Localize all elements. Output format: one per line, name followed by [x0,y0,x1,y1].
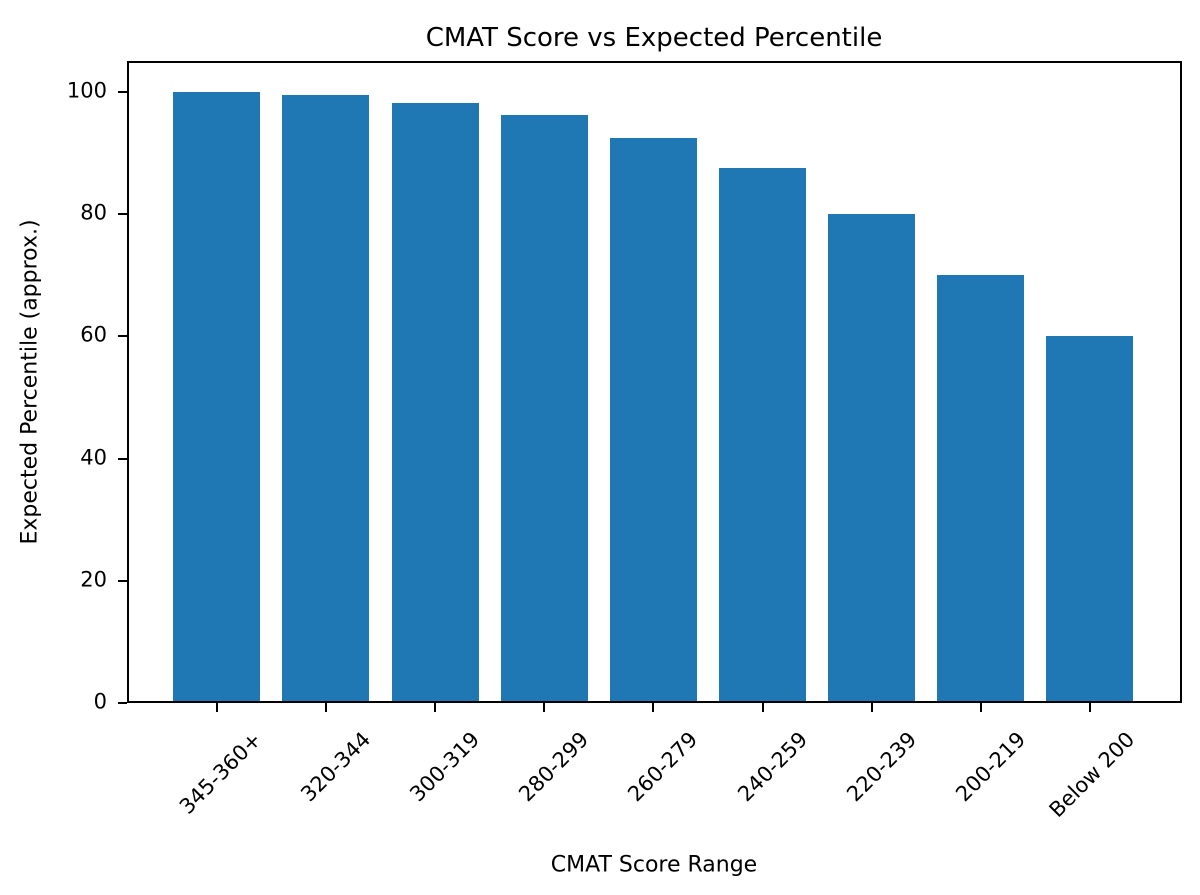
x-tick-mark [543,703,546,712]
y-tick-label: 20 [80,567,107,592]
x-tick-mark [761,703,764,712]
x-tick-mark [979,703,982,712]
bar-300-319 [391,102,479,703]
y-tick-mark [118,457,127,460]
bar-320-344 [282,95,370,703]
x-tick-mark [1088,703,1091,712]
y-tick-label: 60 [80,323,107,348]
y-tick-mark [118,702,127,704]
y-tick-mark [118,213,127,216]
x-tick-mark [434,703,437,712]
y-tick-mark [118,579,127,582]
y-tick-label: 100 [66,78,107,103]
bar-Below 200 [1046,336,1134,703]
chart-title: CMAT Score vs Expected Percentile [425,23,883,53]
bar-200-219 [937,275,1025,703]
plot-area: 0 20 40 60 80 100 345-360+ 320-344 300-319 280-29… [67,61,1182,822]
y-tick-label: 0 [93,689,107,714]
y-tick-label: 80 [80,200,107,225]
x-tick-mark [870,703,873,712]
x-tick-mark [652,703,655,712]
bar-260-279 [609,137,697,703]
bar-240-259 [719,168,806,703]
y-tick-mark [118,90,127,93]
bar-345-360+ [173,91,261,703]
x-tick-mark [215,703,218,712]
bar-280-299 [500,115,588,703]
x-axis-label: CMAT Score Range [550,852,758,878]
x-tick-mark [324,703,327,712]
y-axis-label: Expected Percentile (approx.) [17,219,43,545]
y-tick-mark [118,335,127,338]
bar-220-239 [828,214,916,703]
y-tick-label: 40 [80,445,107,470]
